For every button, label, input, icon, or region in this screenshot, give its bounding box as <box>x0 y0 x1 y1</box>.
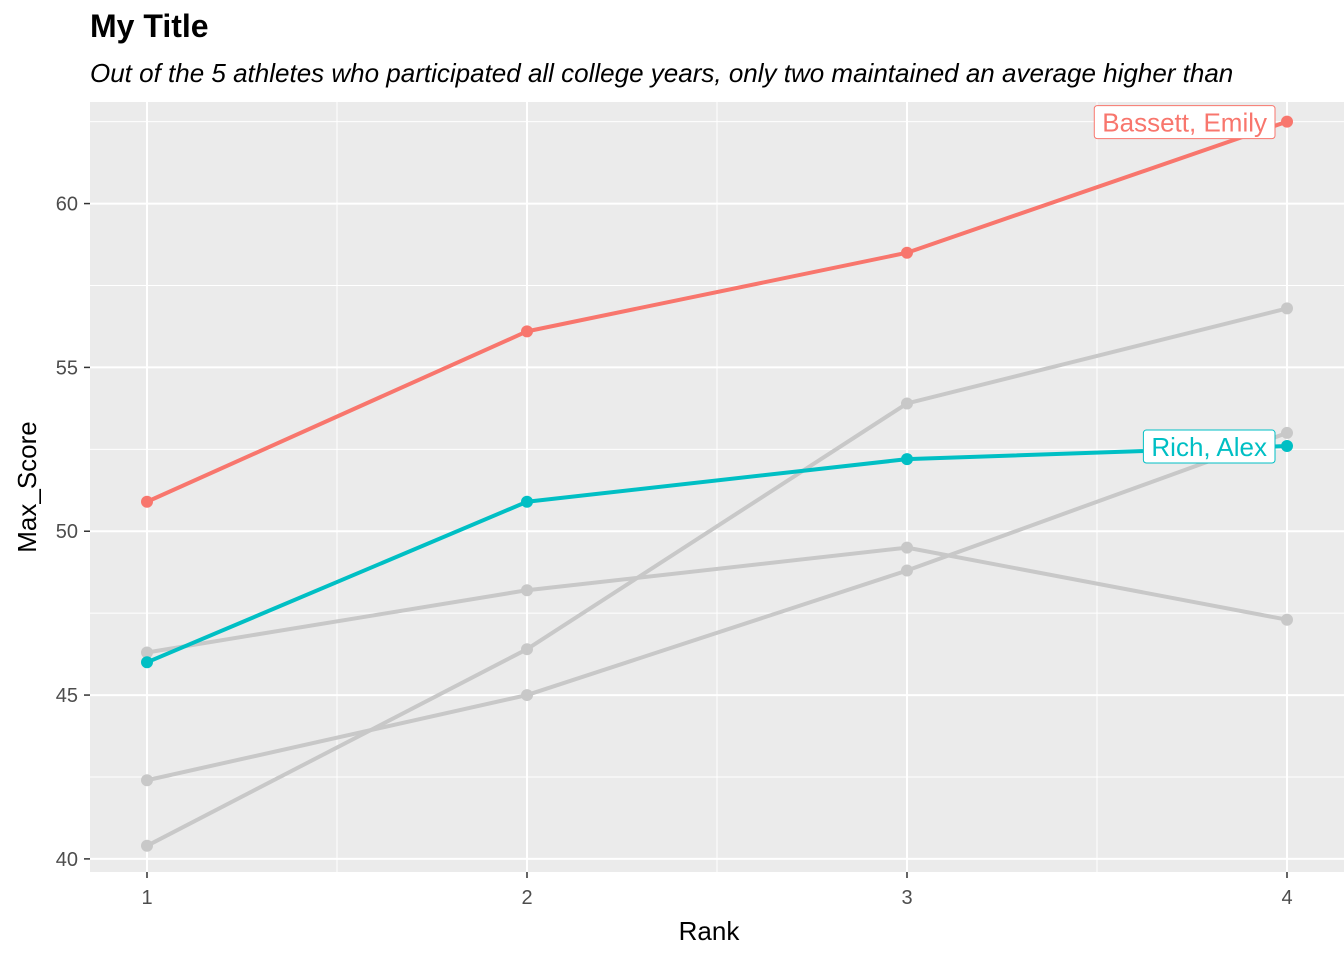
data-point-highlight <box>141 495 153 508</box>
y-tick-label: 55 <box>56 357 78 379</box>
data-point-highlight <box>901 453 913 466</box>
series-label-text: Rich, Alex <box>1151 432 1267 462</box>
data-point-background <box>1281 302 1293 315</box>
x-tick-label: 2 <box>521 887 532 909</box>
series-label: Bassett, Emily <box>1093 105 1276 140</box>
data-point-background <box>1281 613 1293 626</box>
chart-subtitle: Out of the 5 athletes who participated a… <box>90 58 1234 88</box>
data-point-highlight <box>521 495 533 508</box>
data-point-highlight <box>141 656 153 669</box>
data-point-background <box>521 584 533 597</box>
series-line-background <box>145 306 1289 848</box>
data-point-background <box>901 541 913 554</box>
y-tick-label: 50 <box>56 521 78 543</box>
y-axis-title: Max_Score <box>12 421 42 553</box>
x-tick-label: 3 <box>901 887 912 909</box>
data-point-background <box>1281 426 1293 439</box>
data-point-background <box>901 564 913 577</box>
data-point-background <box>901 397 913 410</box>
data-point-highlight <box>1281 115 1293 128</box>
y-tick-label: 40 <box>56 849 78 871</box>
series-line-background <box>145 430 1289 783</box>
series-line-background <box>145 545 1289 655</box>
chart-title: My Title <box>90 8 209 44</box>
data-point-background <box>141 839 153 852</box>
x-tick-label: 1 <box>141 887 152 909</box>
data-point-highlight <box>521 325 533 338</box>
data-point-highlight <box>1281 440 1293 453</box>
data-point-background <box>141 646 153 659</box>
series-label-text: Bassett, Emily <box>1102 108 1267 138</box>
x-tick-label: 4 <box>1281 887 1292 909</box>
data-point-background <box>521 689 533 702</box>
y-tick-label: 45 <box>56 685 78 707</box>
y-tick-label: 60 <box>56 194 78 216</box>
data-point-highlight <box>901 246 913 259</box>
x-axis-title: Rank <box>679 916 741 946</box>
data-point-background <box>521 643 533 656</box>
data-point-background <box>141 774 153 787</box>
series-label: Rich, Alex <box>1142 429 1276 464</box>
series-label-box <box>1142 429 1276 464</box>
series-line-highlight <box>145 444 1289 665</box>
series-line-highlight <box>145 119 1289 504</box>
series-label-box <box>1093 105 1276 140</box>
